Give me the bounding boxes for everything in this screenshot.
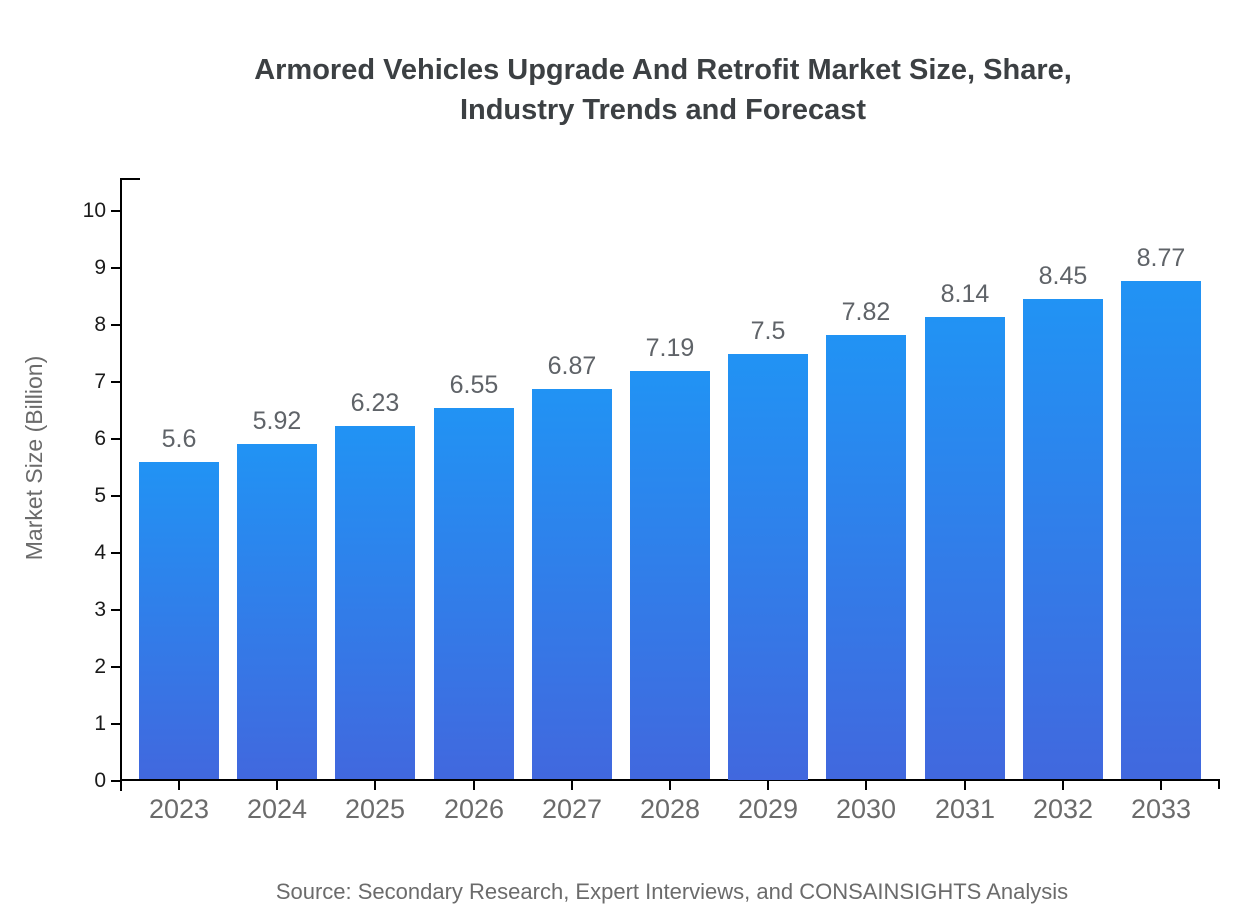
x-tick [767, 781, 769, 790]
bar-2027 [532, 389, 612, 779]
x-tick [1062, 781, 1064, 790]
bar-value-label: 8.14 [940, 280, 990, 308]
x-axis-line [120, 779, 1220, 781]
y-tick [111, 666, 121, 668]
y-tick-label: 7 [94, 370, 106, 393]
y-tick [111, 495, 121, 497]
x-tick-label: 2024 [246, 794, 308, 824]
y-tick-label: 3 [94, 598, 106, 621]
x-tick [1160, 781, 1162, 790]
y-tick-label: 4 [94, 541, 106, 564]
x-tick-label: 2026 [443, 794, 505, 824]
bar-2033 [1121, 281, 1201, 779]
y-tick [111, 438, 121, 440]
x-tick [571, 781, 573, 790]
bar-value-label: 5.92 [252, 407, 302, 435]
y-tick [111, 210, 121, 212]
y-tick-label: 5 [94, 484, 106, 507]
bar-2024 [237, 444, 317, 779]
chart-title-line1: Armored Vehicles Upgrade And Retrofit Ma… [254, 54, 1072, 86]
x-tick [178, 781, 180, 790]
bar-value-label: 6.23 [350, 389, 400, 417]
source-note: Source: Secondary Research, Expert Inter… [275, 879, 1069, 904]
bar-2032 [1023, 299, 1103, 779]
y-tick [111, 780, 121, 782]
y-axis-end-tick [122, 178, 140, 180]
y-tick-label: 2 [94, 655, 106, 678]
bar-value-label: 8.77 [1136, 244, 1186, 272]
bar-value-label: 5.6 [161, 425, 197, 453]
x-tick-label: 2032 [1032, 794, 1094, 824]
bar-value-label: 8.45 [1038, 262, 1088, 290]
x-tick-label: 2030 [835, 794, 897, 824]
bar-2023 [139, 462, 219, 779]
y-tick-label: 0 [94, 769, 106, 792]
y-tick [111, 552, 121, 554]
bar-value-label: 7.19 [645, 334, 695, 362]
x-tick [276, 781, 278, 790]
bar-value-label: 6.55 [449, 371, 499, 399]
x-tick-label: 2031 [934, 794, 996, 824]
x-tick-label: 2025 [344, 794, 406, 824]
bar-2028 [630, 371, 710, 779]
bar-2031 [925, 317, 1005, 779]
chart-title: Armored Vehicles Upgrade And Retrofit Ma… [113, 50, 1213, 130]
chart-title-line2: Industry Trends and Forecast [459, 94, 867, 126]
y-tick [111, 381, 121, 383]
y-tick-label: 1 [94, 712, 106, 735]
x-axis-end-tick [1218, 781, 1220, 789]
x-tick [473, 781, 475, 790]
x-tick [374, 781, 376, 790]
bar-value-label: 7.82 [841, 298, 891, 326]
x-tick-label: 2028 [639, 794, 701, 824]
bar-2029 [728, 354, 808, 780]
x-tick [669, 781, 671, 790]
y-tick [111, 324, 121, 326]
x-tick-label: 2027 [541, 794, 603, 824]
y-tick-label: 6 [94, 427, 106, 450]
y-tick-label: 8 [94, 313, 106, 336]
x-tick-label: 2029 [737, 794, 799, 824]
bar-2025 [335, 426, 415, 779]
x-tick [865, 781, 867, 790]
y-tick [111, 267, 121, 269]
bar-2026 [434, 408, 514, 779]
y-tick-label: 9 [94, 256, 106, 279]
bar-value-label: 6.87 [547, 352, 597, 380]
bar-value-label: 7.5 [750, 317, 786, 345]
y-tick [111, 609, 121, 611]
bar-2030 [826, 335, 906, 779]
y-tick [111, 723, 121, 725]
y-axis-line [120, 178, 122, 791]
y-tick-label: 10 [82, 199, 106, 222]
x-tick-label: 2033 [1130, 794, 1192, 824]
x-tick [964, 781, 966, 790]
x-tick-label: 2023 [148, 794, 210, 824]
